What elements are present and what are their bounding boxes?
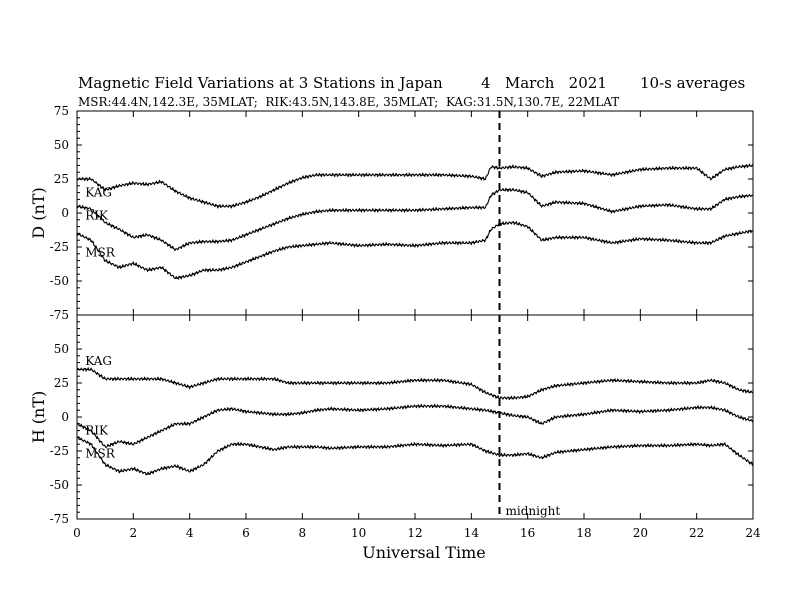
series-label-H-KAG: KAG bbox=[85, 354, 112, 368]
y-tick-label: -25 bbox=[50, 240, 69, 254]
series-label-D-RIK: RIK bbox=[85, 209, 109, 223]
x-tick-label: 4 bbox=[186, 526, 194, 540]
y-tick-label: 50 bbox=[54, 138, 69, 152]
y-tick-label: 0 bbox=[61, 410, 69, 424]
series-H-RIK bbox=[76, 403, 754, 449]
panel-D: 75 50 25 0 -25 -50 -75 D (nT) KAG RIK MSR bbox=[29, 104, 754, 322]
x-tick-label: 0 bbox=[73, 526, 81, 540]
x-axis-label: Universal Time bbox=[362, 543, 485, 562]
series-D-KAG bbox=[76, 163, 754, 209]
series-label-H-RIK: RIK bbox=[85, 424, 109, 438]
y-tick-label: -50 bbox=[50, 274, 69, 288]
x-tick-label: 24 bbox=[745, 526, 761, 540]
y-axis-label-H: H (nT) bbox=[29, 391, 48, 444]
y-tick-label: -25 bbox=[50, 444, 69, 458]
series-H-MSR bbox=[76, 436, 754, 476]
y-axis-label-D: D (nT) bbox=[29, 187, 48, 238]
x-axis: 0 2 4 6 8 10 12 14 16 18 20 22 24 bbox=[73, 526, 761, 540]
series-label-D-MSR: MSR bbox=[85, 245, 116, 259]
y-tick-label: 75 bbox=[54, 104, 69, 118]
y-tick-label: 0 bbox=[61, 206, 69, 220]
y-tick-label: 25 bbox=[54, 376, 69, 390]
series-label-H-MSR: MSR bbox=[85, 447, 116, 461]
station-coordinates: MSR:44.4N,142.3E, 35MLAT; RIK:43.5N,143.… bbox=[78, 95, 619, 109]
y-tick-label: 50 bbox=[54, 342, 69, 356]
chart-date: 4 March 2021 bbox=[481, 74, 607, 92]
y-tick-label: -75 bbox=[50, 512, 69, 526]
x-tick-label: 12 bbox=[407, 526, 422, 540]
midnight-label: midnight bbox=[506, 504, 561, 518]
x-tick-label: 14 bbox=[464, 526, 480, 540]
panel-D-frame bbox=[76, 110, 754, 316]
chart-averaging: 10-s averages bbox=[640, 74, 745, 92]
x-tick-label: 22 bbox=[689, 526, 704, 540]
x-tick-label: 16 bbox=[520, 526, 535, 540]
series-label-D-KAG: KAG bbox=[85, 186, 112, 200]
x-tick-label: 8 bbox=[299, 526, 307, 540]
chart-title: Magnetic Field Variations at 3 Stations … bbox=[78, 74, 443, 92]
y-tick-label: -75 bbox=[50, 308, 69, 322]
series-H-KAG bbox=[76, 367, 754, 401]
x-tick-label: 2 bbox=[130, 526, 138, 540]
x-tick-label: 10 bbox=[351, 526, 366, 540]
y-tick-label: -50 bbox=[50, 478, 69, 492]
x-tick-label: 18 bbox=[576, 526, 591, 540]
series-D-MSR bbox=[76, 221, 754, 280]
series-D-RIK bbox=[76, 187, 754, 252]
x-tick-label: 6 bbox=[242, 526, 250, 540]
panel-H: 50 25 0 -25 -50 -75 H (nT) KAG RIK MSR bbox=[29, 314, 754, 526]
y-tick-label: 25 bbox=[54, 172, 69, 186]
x-tick-label: 20 bbox=[633, 526, 648, 540]
panel-H-frame bbox=[76, 314, 754, 520]
